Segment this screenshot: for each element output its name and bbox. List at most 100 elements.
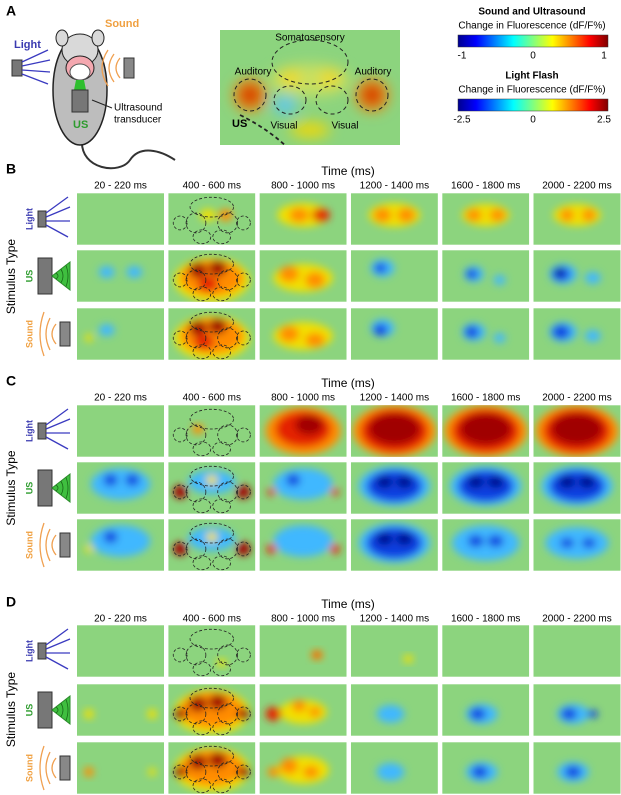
blob [292, 700, 307, 712]
region-outline [212, 441, 231, 457]
heatmap-blobs [173, 527, 251, 556]
region-outline [172, 330, 188, 346]
region-outline [217, 644, 238, 666]
stimulus-icon [39, 745, 71, 791]
heatmap-blobs [557, 762, 589, 782]
heatmap [442, 519, 530, 571]
stimulus-icon [39, 522, 71, 568]
blob [279, 266, 300, 282]
heatmap-blobs [370, 319, 395, 337]
icon-part [51, 260, 71, 292]
region-outline [172, 484, 188, 500]
icon-part [45, 418, 71, 430]
heatmap-bg [77, 405, 164, 457]
region-outline [192, 498, 212, 514]
heatmap-bg [442, 308, 530, 360]
time-label: 400 - 600 ms [183, 393, 241, 404]
stimulus-label: Sound [24, 320, 34, 348]
region-outline [217, 761, 238, 783]
blob [452, 525, 520, 561]
blob [396, 533, 413, 545]
region-outline [217, 481, 238, 503]
icon-part [45, 408, 69, 426]
sound-label: Sound [105, 18, 139, 30]
blob [578, 476, 595, 488]
heatmap-blobs [461, 323, 506, 343]
heatmap [259, 405, 347, 457]
heatmap [533, 519, 621, 571]
colorbar-subtitle: Change in Fluorescence (dF/F%) [458, 21, 605, 32]
region-outline [217, 538, 238, 560]
region-outline [185, 644, 207, 666]
blob [189, 262, 207, 278]
heatmap-blobs [549, 322, 601, 342]
heatmap-blobs [273, 264, 333, 292]
heatmap [168, 405, 256, 457]
time-axis-title: Time (ms) [321, 597, 375, 611]
stimulus-label: Light [24, 208, 34, 230]
panel-label: C [6, 373, 16, 389]
icon-part [59, 755, 71, 781]
blob [489, 209, 506, 221]
blob [295, 415, 323, 435]
blob [552, 325, 571, 339]
blob [205, 532, 218, 543]
blob [125, 474, 140, 487]
blob [403, 654, 414, 663]
heatmap [259, 742, 347, 794]
heatmap [350, 462, 438, 514]
colorbar-tick-label: 2.5 [597, 115, 611, 126]
heatmap [259, 250, 347, 302]
blob [376, 705, 405, 723]
icon-part [39, 311, 45, 357]
heatmap-blobs [267, 756, 329, 784]
heatmap-bg [259, 625, 347, 677]
blob [103, 531, 118, 544]
transducer-label: transducer [114, 115, 162, 126]
light-label: Light [14, 39, 41, 51]
region-outline [217, 424, 238, 446]
region-outline [217, 703, 238, 725]
heatmap [77, 684, 164, 736]
heatmap-blobs [358, 466, 430, 506]
blob [551, 413, 603, 445]
blob [366, 527, 423, 559]
icon-part [65, 265, 69, 287]
region-outline [212, 498, 231, 514]
region-outline [212, 720, 231, 736]
blob [469, 708, 486, 720]
colorbars: Sound and Ultrasound Change in Fluorescen… [453, 7, 611, 126]
region-outline [185, 424, 207, 446]
heatmap-blobs [545, 527, 609, 559]
blob [545, 527, 609, 559]
blob [368, 413, 421, 445]
heatmap [168, 742, 256, 794]
blob [286, 474, 301, 487]
time-axis-title: Time (ms) [321, 376, 375, 390]
region-outline [185, 761, 207, 783]
heatmap [442, 405, 530, 457]
region-outline [212, 661, 231, 677]
time-label: 1200 - 1400 ms [360, 393, 430, 404]
heatmap [168, 250, 256, 302]
blob [205, 475, 218, 486]
heatmap-blobs [174, 748, 250, 792]
heatmap-blobs [553, 204, 601, 226]
heatmap [350, 625, 438, 677]
time-label: 800 - 1000 ms [271, 393, 335, 404]
blob [90, 468, 151, 500]
blob [581, 209, 596, 221]
heatmap-bg [350, 250, 438, 302]
blob [493, 333, 506, 343]
icon-part [59, 321, 71, 347]
heatmap [77, 405, 164, 457]
region-outline [185, 481, 207, 503]
heatmap [350, 250, 438, 302]
blob [396, 476, 413, 488]
heatmap-blobs [98, 266, 143, 278]
blob [366, 470, 423, 502]
blob [549, 470, 605, 502]
time-label: 400 - 600 ms [183, 181, 241, 192]
blob [587, 710, 598, 718]
blob [373, 324, 388, 336]
